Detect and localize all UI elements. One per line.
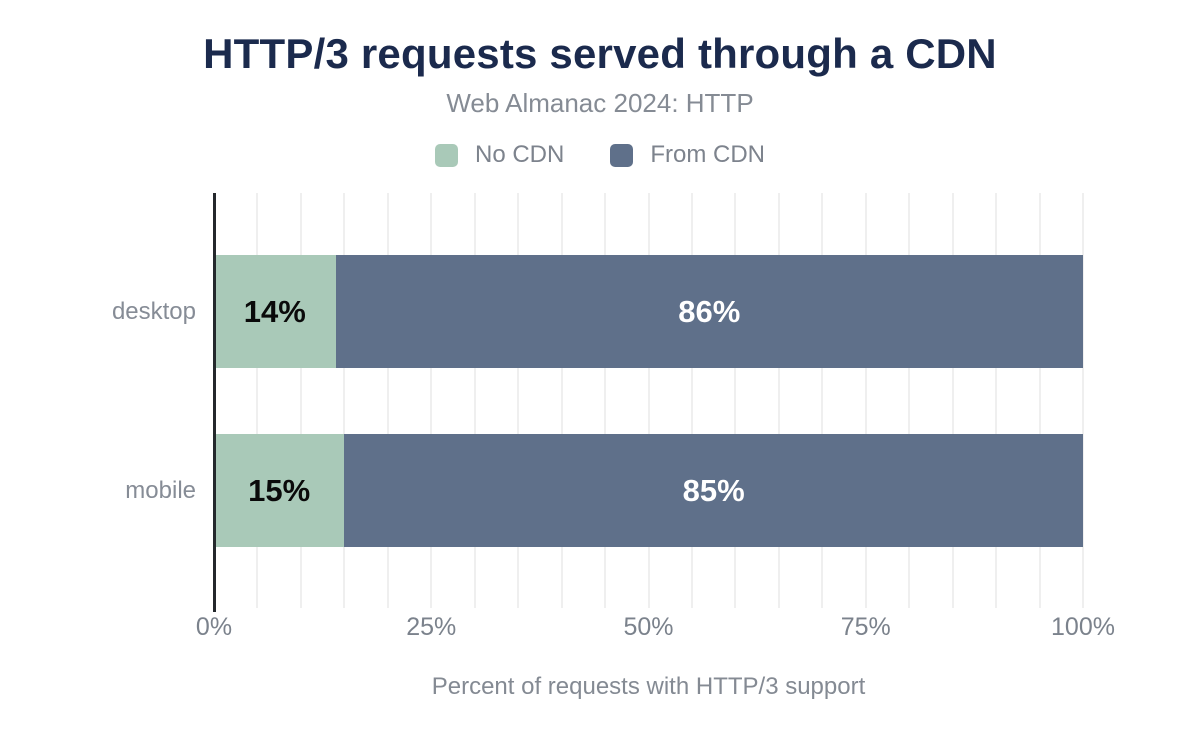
gridline [430, 193, 433, 608]
plot-area: desktop mobile 14% 86% 15% 85% 0% 25% 50… [112, 193, 1115, 700]
category-label-mobile: mobile [125, 476, 196, 504]
gridline [908, 193, 911, 608]
legend-item-from-cdn: From CDN [610, 141, 765, 169]
gridline [690, 193, 693, 608]
gridline [864, 193, 867, 608]
chart-subtitle: Web Almanac 2024: HTTP [446, 88, 754, 118]
gridline [473, 193, 476, 608]
gridline [951, 193, 954, 608]
gridline [299, 193, 302, 608]
gridline [647, 193, 650, 608]
gridline [386, 193, 389, 608]
bar-segment-desktop-no-cdn[interactable]: 14% [214, 255, 336, 368]
bar-desktop: 14% 86% [214, 255, 1083, 368]
gridline [343, 193, 346, 608]
bar-value-label: 15% [248, 472, 311, 508]
gridline [995, 193, 998, 608]
bar-segment-desktop-from-cdn[interactable]: 86% [335, 255, 1083, 368]
gridline [777, 193, 780, 608]
chart-title: HTTP/3 requests served through a CDN [203, 30, 997, 77]
bar-value-label: 86% [678, 293, 741, 329]
x-tick-label: 0% [195, 613, 233, 641]
from-cdn-swatch-icon [610, 143, 634, 167]
legend-label: No CDN [475, 141, 565, 168]
gridline [256, 193, 259, 608]
bar-segment-mobile-from-cdn[interactable]: 85% [344, 434, 1083, 547]
x-tick-label: 100% [1051, 613, 1115, 641]
x-tick-label: 75% [840, 613, 891, 641]
y-axis-line [213, 193, 216, 612]
gridline [604, 193, 607, 608]
legend: No CDN From CDN [0, 141, 1200, 169]
gridline [1038, 193, 1041, 608]
bar-value-label: 14% [243, 293, 306, 329]
x-tick-label: 25% [406, 613, 457, 641]
x-tick-label: 50% [623, 613, 674, 641]
bar-mobile: 15% 85% [214, 434, 1083, 547]
no-cdn-swatch-icon [435, 143, 458, 167]
gridline [560, 193, 563, 608]
category-label-desktop: desktop [111, 297, 196, 325]
bar-segment-mobile-no-cdn[interactable]: 15% [214, 434, 345, 547]
gridline [517, 193, 520, 608]
legend-item-no-cdn: No CDN [435, 141, 564, 169]
gridline [1082, 193, 1084, 608]
x-axis-title: Percent of requests with HTTP/3 support [431, 673, 866, 700]
gridline [821, 193, 824, 608]
legend-label: From CDN [650, 141, 765, 168]
gridline [734, 193, 737, 608]
bar-value-label: 85% [682, 472, 745, 508]
